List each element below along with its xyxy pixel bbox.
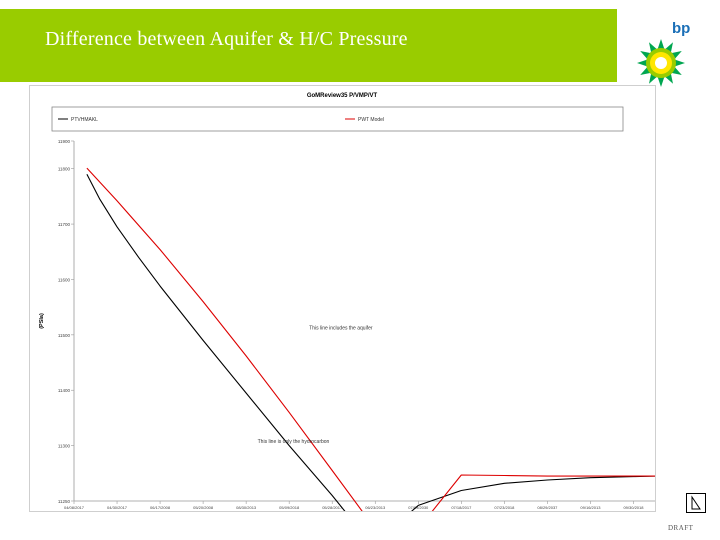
bp-helios-logo: [637, 39, 685, 87]
x-tick-label: 07/09/2030: [408, 505, 429, 510]
x-tick-label: 08/29/2037: [537, 505, 558, 510]
x-tick-label: 05/28/2017: [322, 505, 343, 510]
y-tick-label: 11250: [58, 499, 71, 504]
x-tick-label: 07/18/2017: [451, 505, 472, 510]
y-tick-label: 11400: [58, 388, 71, 393]
y-axis-label: (PSIa): [39, 313, 45, 329]
y-tick-label: 11300: [58, 444, 71, 449]
bp-wordmark: bp: [672, 20, 691, 37]
legend-box: [51, 106, 624, 132]
title-bar: [0, 9, 617, 82]
y-tick-label: 11800: [58, 167, 71, 172]
action-button[interactable]: [686, 493, 706, 513]
legend-label-1: PTVHMAKL: [71, 117, 98, 123]
triangle-icon: [691, 495, 701, 510]
x-tick-label: 09/30/2018: [623, 505, 644, 510]
plot-area: 11250 11300 11400 11500 11600 11700 11800 11900…: [58, 139, 655, 511]
x-tick-label: 07/23/2018: [494, 505, 515, 510]
x-tick-label: 08/30/2013: [236, 505, 257, 510]
annotation-label: This line includes the aquifer: [309, 325, 373, 331]
chart-title: GoMReview35 P/VMP/VT: [307, 93, 378, 99]
y-tick-label: 11900: [58, 139, 71, 144]
slide-title: Difference between Aquifer & H/C Pressur…: [45, 28, 408, 50]
series-line-1: [86, 173, 655, 511]
annotation-label: This line is only the hydrocarbon: [258, 439, 330, 445]
y-tick-label: 11600: [58, 277, 71, 282]
pressure-chart: GoMReview35 P/VMP/VT PTVHMAKL PWT Model …: [29, 85, 656, 512]
x-tick-label: 04/30/2017: [107, 505, 128, 510]
x-tick-label: 06/23/2013: [365, 505, 386, 510]
y-tick-label: 11500: [58, 333, 71, 338]
x-tick-label: 05/09/2018: [279, 505, 300, 510]
y-tick-label: 11700: [58, 222, 71, 227]
x-tick-label: 05/20/2008: [193, 505, 214, 510]
x-tick-label: 06/17/2008: [150, 505, 171, 510]
x-tick-label: 09/16/2013: [580, 505, 601, 510]
legend-label-2: PWT Model: [358, 117, 384, 123]
series-line-2: [86, 167, 655, 511]
draft-label: DRAFT: [668, 524, 694, 532]
x-tick-label: 04/08/2017: [64, 505, 85, 510]
